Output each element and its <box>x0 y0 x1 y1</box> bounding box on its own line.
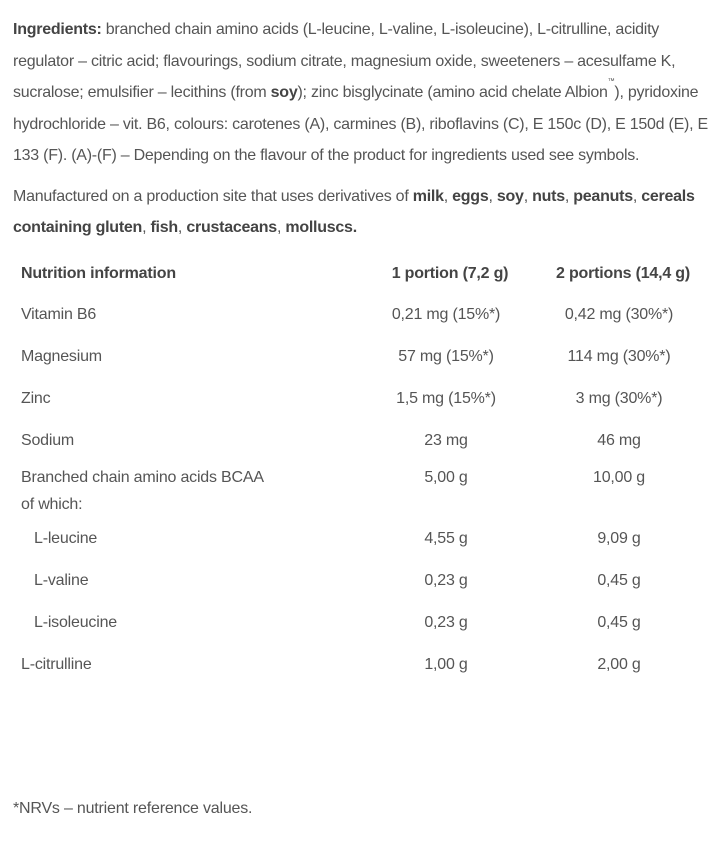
value-2-portions: 0,42 mg (30%*) <box>564 305 674 323</box>
nutrient-name: L-leucine <box>34 529 98 547</box>
footnote: *NRVs – nutrient reference values. <box>13 800 253 817</box>
value-2-portions: 9,09 g <box>597 529 641 547</box>
nutrient-name: Vitamin B6 <box>21 305 97 323</box>
nutrient-name: L-valine <box>34 571 89 589</box>
value-2-portions: 10,00 g <box>593 468 645 486</box>
allergens-paragraph: Manufactured on a production site that u… <box>13 187 695 237</box>
value-2-portions: 0,45 g <box>597 571 641 589</box>
nutrient-name: L-isoleucine <box>34 613 117 631</box>
table-header: Nutrition information 1 portion (7,2 g) … <box>13 254 713 294</box>
table-row: Zinc 1,5 mg (15%*) 3 mg (30%*) <box>13 378 713 420</box>
nutrient-name: L-citrulline <box>21 655 92 673</box>
value-1-portion: 1,5 mg (15%*) <box>396 389 496 407</box>
ingredients-label: Ingredients: <box>13 21 102 38</box>
table-row: Sodium 23 mg 46 mg <box>13 420 713 462</box>
value-2-portions: 3 mg (30%*) <box>575 389 663 407</box>
nutrient-name: Sodium <box>21 431 75 449</box>
allergen: nuts <box>532 187 565 205</box>
allergen: molluscs. <box>285 219 357 236</box>
value-2-portions: 114 mg (30%*) <box>567 347 671 365</box>
product-info: Ingredients: branched chain amino acids … <box>13 14 713 686</box>
allergen-soy: soy <box>270 84 298 101</box>
trademark: ™ <box>607 78 615 85</box>
table-row: L-leucine 4,55 g 9,09 g <box>13 518 713 560</box>
value-1-portion: 57 mg (15%*) <box>398 347 494 365</box>
value-2-portions: 46 mg <box>597 431 641 449</box>
value-1-portion: 0,21 mg (15%*) <box>391 305 501 323</box>
ingredients-text: ); zinc bisglycinate (amino acid chelate… <box>297 84 608 101</box>
allergen: cereals containing gluten <box>13 187 695 237</box>
nutrient-name: Magnesium <box>21 347 102 365</box>
table-row: Vitamin B6 0,21 mg (15%*) 0,42 mg (30%*) <box>13 294 713 336</box>
value-1-portion: 0,23 g <box>424 571 468 589</box>
value-1-portion: 1,00 g <box>424 655 468 673</box>
table-row: Branched chain amino acids BCAA of which:… <box>13 462 713 518</box>
ingredients-text: ), pyridoxine hydrochloride – vit. B6, c… <box>13 84 708 164</box>
header-2-portions: 2 portions (14,4 g) <box>556 264 690 282</box>
value-2-portions: 2,00 g <box>597 655 641 673</box>
table-row: Magnesium 57 mg (15%*) 114 mg (30%*) <box>13 336 713 378</box>
header-nutrient: Nutrition information <box>21 264 176 282</box>
nutrient-name: Zinc <box>21 389 51 407</box>
allergens-intro: Manufactured on a production site that u… <box>13 187 413 205</box>
nutrient-name: Branched chain amino acids BCAA of which: <box>13 462 367 518</box>
nutrient-name-line2: of which: <box>21 495 83 513</box>
table-row: L-citrulline 1,00 g 2,00 g <box>13 644 713 686</box>
ingredients-text: branched chain amino acids (L-leucine, L… <box>13 21 676 101</box>
allergen: milk <box>412 187 444 205</box>
nutrition-table: Nutrition information 1 portion (7,2 g) … <box>13 254 713 686</box>
value-1-portion: 23 mg <box>424 431 468 449</box>
value-1-portion: 4,55 g <box>424 529 468 547</box>
table-row: L-valine 0,23 g 0,45 g <box>13 560 713 602</box>
allergen: fish <box>150 219 178 236</box>
allergen: soy <box>496 187 524 205</box>
value-2-portions: 0,45 g <box>597 613 641 631</box>
value-1-portion: 5,00 g <box>424 468 468 486</box>
value-1-portion: 0,23 g <box>424 613 468 631</box>
allergen: peanuts <box>573 187 633 205</box>
header-1-portion: 1 portion (7,2 g) <box>391 264 509 282</box>
ingredients-paragraph: Ingredients: branched chain amino acids … <box>13 14 708 172</box>
allergen: eggs <box>452 187 489 205</box>
nutrient-name-line1: Branched chain amino acids BCAA <box>21 468 264 486</box>
allergen: crustaceans <box>186 219 277 236</box>
table-row: L-isoleucine 0,23 g 0,45 g <box>13 602 713 644</box>
